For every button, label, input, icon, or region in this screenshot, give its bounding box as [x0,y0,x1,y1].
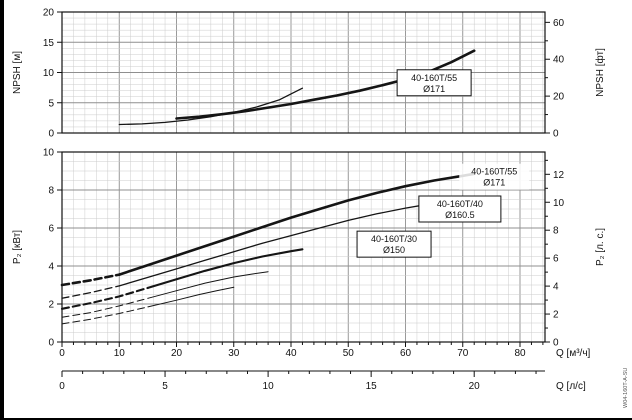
curve-label: Ø171 [483,178,505,188]
curve-dashed-40-160T/30 Ø150 [60,286,149,310]
tick-label-right: 60 [553,18,565,29]
curve-40-160T/40 Ø160.5 [118,204,424,287]
tick-label-left: 8 [48,186,54,197]
curve-label: Ø150 [383,245,405,255]
curve-label: 40-160T/30 [371,234,417,244]
tick-label-left: 0 [48,129,54,140]
tick-label-x: 50 [343,348,355,359]
tick-label-right: 20 [553,92,565,103]
y-axis-label-right: P₂ [л. с.] [595,228,606,266]
tick-label-x-secondary: 15 [366,381,378,392]
tick-label-x: 80 [514,348,526,359]
curve-dashed-40-160T/55 Ø171 [60,273,121,287]
page-edge-left [0,0,4,420]
x-axis: 0 10 20 30 40 50 60 70 80 Q [м³/ч] 0 5 10 15 20 Q [л/с] [59,342,591,392]
tick-label-right: 10 [553,198,565,209]
curve-label: Ø160.5 [445,210,475,220]
tick-label-right: 8 [553,226,559,237]
tick-label-x: 70 [457,348,469,359]
y-axis-label-right: NPSH [фт] [594,48,606,97]
tick-label-right: 2 [553,310,559,321]
x-axis-label-primary: Q [м³/ч] [556,348,591,359]
tick-label-x: 0 [59,348,65,359]
tick-label-left: 2 [48,300,54,311]
tick-label-left: 10 [43,68,55,79]
curve-label-box [396,69,472,97]
x-axis-label-secondary: Q [л/с] [556,381,586,392]
curve-40-160T/30 Ø150 [118,87,304,126]
tick-label-right: 0 [553,338,559,349]
curve-label: 40-160T/40 [437,199,483,209]
tick-label-right: 12 [553,170,565,181]
tick-label-right: 4 [553,282,559,293]
tick-label-x: 30 [228,348,240,359]
curve-label: 40-160T/55 [411,73,457,83]
document-code: W04-160T-A-SU [623,368,629,408]
tick-label-left: 15 [43,38,55,49]
curve-label: 40-160T/55 [471,167,517,177]
tick-label-left: 0 [48,338,54,349]
curve-label-box [356,230,432,258]
curve-label: Ø171 [423,84,445,94]
curve-dashed-aux-curve-1 [61,297,149,318]
tick-label-x: 10 [114,348,126,359]
curve-label-bg [459,163,530,190]
curve-aux-curve-1 [147,271,269,299]
tick-label-left: 6 [48,224,54,235]
tick-label-left: 10 [43,148,55,159]
plot-frame [61,151,546,343]
y-axis-label-left: NPSH [м] [12,51,23,94]
tick-label-x: 60 [400,348,412,359]
curve-40-160T/30 Ø150 [146,248,304,289]
curve-dashed-aux-curve-2 [61,306,149,325]
tick-label-x: 40 [285,348,297,359]
page-edge-bottom [0,418,632,420]
tick-label-x: 20 [171,348,183,359]
curve-dashed-40-160T/40 Ø160.5 [61,285,120,299]
tick-label-right: 40 [553,55,565,66]
curve-40-160T/55 Ø171 [118,172,476,276]
curve-label-box [418,195,502,223]
tick-label-x-secondary: 20 [469,381,481,392]
tick-label-left: 5 [48,98,54,109]
tick-label-right: 0 [553,129,559,140]
tick-label-x-secondary: 0 [59,381,65,392]
curve-aux-curve-2 [147,286,235,308]
y-axis-label-left: P₂ [кВт] [12,230,23,264]
tick-label-x-secondary: 10 [263,381,275,392]
tick-label-left: 4 [48,262,54,273]
tick-label-x-secondary: 5 [162,381,168,392]
tick-label-right: 6 [553,254,559,265]
tick-label-left: 20 [43,8,55,19]
